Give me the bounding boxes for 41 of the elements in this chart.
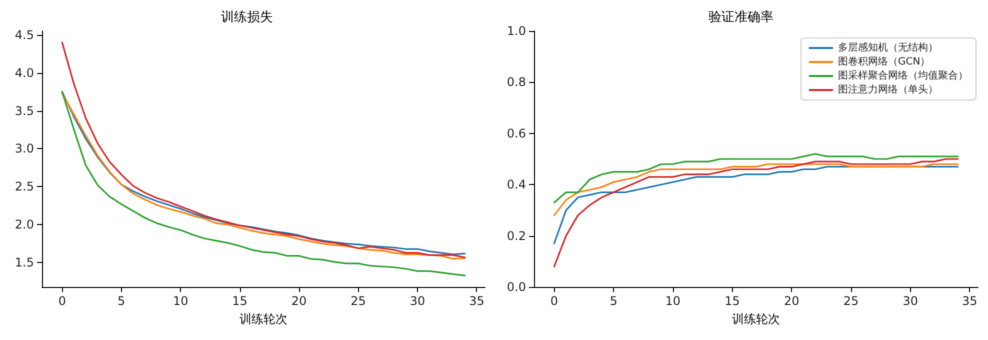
x-tick-label: 30: [410, 294, 426, 308]
line-series: [553, 153, 959, 204]
y-tick-label: 4.5: [14, 28, 34, 42]
x-axis-title: 训练轮次: [732, 312, 780, 326]
line-series: [553, 158, 959, 268]
x-tick-label: 10: [172, 294, 188, 308]
x-tick-label: 20: [784, 294, 800, 308]
y-tick-label: 0.6: [506, 126, 526, 140]
y-tick-label: 0.0: [506, 280, 526, 294]
y-tick-label: 3.5: [14, 104, 34, 118]
y-tick-label: 1.5: [14, 256, 34, 270]
y-tick-label: 3.0: [14, 142, 34, 156]
x-tick-label: 15: [232, 294, 248, 308]
x-tick-label: 5: [610, 294, 618, 308]
chart-title: 验证准确率: [708, 9, 774, 25]
x-tick-label: 10: [665, 294, 681, 308]
x-tick-label: 25: [350, 294, 366, 308]
legend-label: 图注意力网络（单头）: [838, 84, 938, 96]
chart-title: 训练损失: [221, 10, 273, 25]
line-series: [553, 163, 959, 216]
x-tick-label: 0: [550, 294, 558, 308]
x-tick-label: 35: [469, 294, 484, 308]
x-tick-label: 35: [962, 294, 978, 308]
x-tick-label: 0: [58, 294, 66, 308]
y-tick-label: 0.4: [506, 178, 526, 192]
x-axis-title: 训练轮次: [240, 312, 288, 326]
y-tick-label: 1.0: [506, 24, 526, 38]
x-tick-label: 20: [291, 294, 307, 308]
x-tick-label: 25: [843, 294, 859, 308]
legend-label: 图采样聚合网络（均值聚合）: [838, 70, 968, 82]
x-tick-label: 15: [724, 294, 740, 308]
legend-label: 多层感知机（无结构）: [838, 42, 938, 54]
legend-label: 图卷积网络（GCN）: [838, 56, 930, 68]
y-tick-label: 2.5: [14, 180, 34, 194]
x-tick-label: 30: [902, 294, 918, 308]
y-tick-label: 4.0: [14, 66, 34, 80]
x-tick-label: 5: [118, 294, 126, 308]
y-tick-label: 2.0: [14, 218, 34, 232]
y-tick-label: 0.8: [506, 75, 526, 90]
line-series: [61, 42, 466, 258]
y-tick-label: 0.2: [506, 228, 526, 243]
